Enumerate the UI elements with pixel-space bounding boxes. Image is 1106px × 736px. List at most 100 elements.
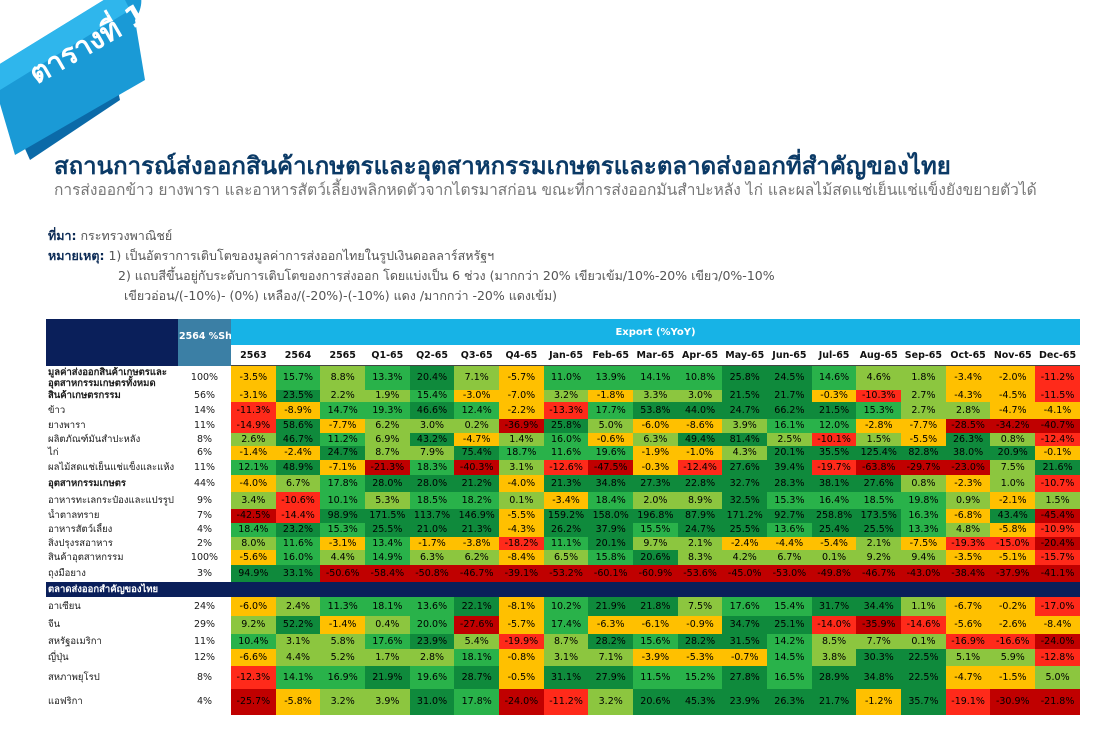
value-cell: 25.5%: [856, 522, 902, 537]
value-cell: 14.6%: [811, 365, 857, 390]
value-cell: 7.1%: [454, 365, 500, 390]
value-cell: -3.1%: [231, 389, 276, 402]
value-cell: -45.4%: [1035, 508, 1080, 523]
value-cell: 11.1%: [543, 536, 589, 550]
value-cell: 21.2%: [454, 474, 500, 492]
table-row: ไก่ 6% -1.4% -2.4% 24.7% 8.7% 7.9% 75.4% 18.7% 11…: [46, 445, 1080, 460]
value-cell: 3.9%: [365, 688, 410, 715]
row-label: อาเซียน: [48, 600, 81, 612]
value-cell: 16.0%: [275, 549, 321, 565]
value-cell: -17.0%: [1035, 596, 1080, 616]
value-cell: 17.4%: [543, 615, 589, 634]
share-cell: 29%: [193, 619, 216, 630]
value-cell: -11.3%: [231, 401, 276, 419]
value-cell: -13.3%: [543, 401, 589, 419]
value-cell: -41.1%: [1035, 564, 1080, 582]
value-cell: 31.5%: [722, 633, 768, 649]
value-cell: 22.8%: [677, 474, 723, 492]
value-cell: 14.2%: [767, 633, 812, 649]
value-cell: 3.0%: [409, 418, 455, 433]
table-row: มูลค่าส่งออกสินค้าเกษตรและอุตสาหกรรมเกษต…: [46, 365, 1080, 390]
value-cell: 3.8%: [811, 648, 857, 666]
value-cell: -34.2%: [990, 418, 1036, 433]
value-cell: 81.4%: [722, 432, 768, 446]
value-cell: 18.7%: [499, 445, 544, 460]
value-cell: -16.6%: [990, 633, 1036, 649]
value-cell: 21.7%: [811, 688, 857, 715]
value-cell: -3.4%: [945, 365, 991, 390]
column-header: Jun-65: [767, 345, 812, 366]
value-cell: -39.1%: [499, 564, 544, 582]
value-cell: -5.7%: [499, 365, 544, 390]
row-label: สหภาพยุโรป: [48, 671, 100, 683]
value-cell: 9.2%: [231, 615, 276, 634]
notes-text-1: 1) เป็นอัตราการเติบโตของมูลค่าการส่งออกไ…: [108, 248, 495, 263]
value-cell: 8.5%: [811, 633, 857, 649]
column-header: Apr-65: [677, 345, 723, 366]
row-label: ถุงมือยาง: [48, 567, 86, 579]
value-cell: 94.9%: [231, 564, 276, 582]
share-cell: 11%: [193, 635, 216, 647]
value-cell: -50.8%: [409, 564, 455, 582]
value-cell: 27.6%: [856, 474, 902, 492]
value-cell: -40.3%: [454, 459, 500, 475]
value-cell: 4.6%: [856, 365, 902, 390]
source-line: ที่มา: กระทรวงพาณิชย์: [48, 226, 172, 246]
value-cell: -6.7%: [945, 596, 991, 616]
value-cell: 6.3%: [409, 549, 455, 565]
value-cell: -15.7%: [1035, 549, 1080, 565]
value-cell: 6.2%: [365, 418, 410, 433]
value-cell: 34.8%: [856, 665, 902, 689]
table-row: สินค้าอุตสาหกรรม 100% -5.6% 16.0% 4.4% 14.9% 6…: [46, 549, 1080, 565]
value-cell: 43.4%: [990, 508, 1036, 523]
value-cell: 21.9%: [365, 665, 410, 689]
share-header: 2564 %Share: [178, 319, 231, 366]
value-cell: 2.8%: [945, 401, 991, 419]
value-cell: -35.9%: [856, 615, 902, 634]
value-cell: 7.7%: [856, 633, 902, 649]
value-cell: 3.0%: [677, 389, 723, 402]
value-cell: 173.5%: [856, 508, 902, 523]
value-cell: -49.8%: [811, 564, 857, 582]
value-cell: 28.2%: [588, 633, 634, 649]
value-cell: 1.5%: [856, 432, 902, 446]
value-cell: -12.8%: [1035, 648, 1080, 666]
column-header: Q1-65: [365, 345, 410, 366]
value-cell: 17.7%: [588, 401, 634, 419]
value-cell: -8.6%: [677, 418, 723, 433]
value-cell: -14.9%: [231, 418, 276, 433]
value-cell: -42.5%: [231, 508, 276, 523]
row-label: อาหารทะเลกระป๋องและแปรรูป: [48, 494, 174, 506]
value-cell: 10.1%: [320, 491, 366, 509]
value-cell: 66.2%: [767, 401, 812, 419]
share-cell: 8%: [196, 433, 213, 445]
value-cell: -1.2%: [856, 688, 902, 715]
value-cell: 20.1%: [588, 536, 634, 550]
table-corner: [46, 319, 178, 366]
value-cell: 2.5%: [767, 432, 812, 446]
value-cell: 16.4%: [811, 491, 857, 509]
row-label: ผลิตภัณฑ์มันสำปะหลัง: [48, 433, 141, 445]
value-cell: 19.6%: [588, 445, 634, 460]
value-cell: 258.8%: [811, 508, 857, 523]
value-cell: -6.1%: [633, 615, 678, 634]
table-row: ข้าว 14% -11.3% -8.9% 14.7% 19.3% 46.6% 12.4% -2…: [46, 401, 1080, 419]
column-header: Feb-65: [588, 345, 634, 366]
value-cell: 2.7%: [901, 401, 946, 419]
value-cell: -21.8%: [1035, 688, 1080, 715]
value-cell: 158.0%: [588, 508, 634, 523]
value-cell: -27.6%: [454, 615, 500, 634]
value-cell: -7.7%: [320, 418, 366, 433]
value-cell: 1.4%: [499, 432, 544, 446]
value-cell: -10.9%: [1035, 522, 1080, 537]
value-cell: 28.9%: [811, 665, 857, 689]
value-cell: 18.1%: [365, 596, 410, 616]
value-cell: -60.1%: [588, 564, 634, 582]
value-cell: -7.1%: [320, 459, 366, 475]
value-cell: -12.4%: [677, 459, 723, 475]
value-cell: 58.6%: [275, 418, 321, 433]
row-label: อาหารสัตว์เลี้ยง: [48, 524, 113, 535]
value-cell: 24.7%: [320, 445, 366, 460]
value-cell: -4.3%: [945, 389, 991, 402]
value-cell: 49.4%: [677, 432, 723, 446]
